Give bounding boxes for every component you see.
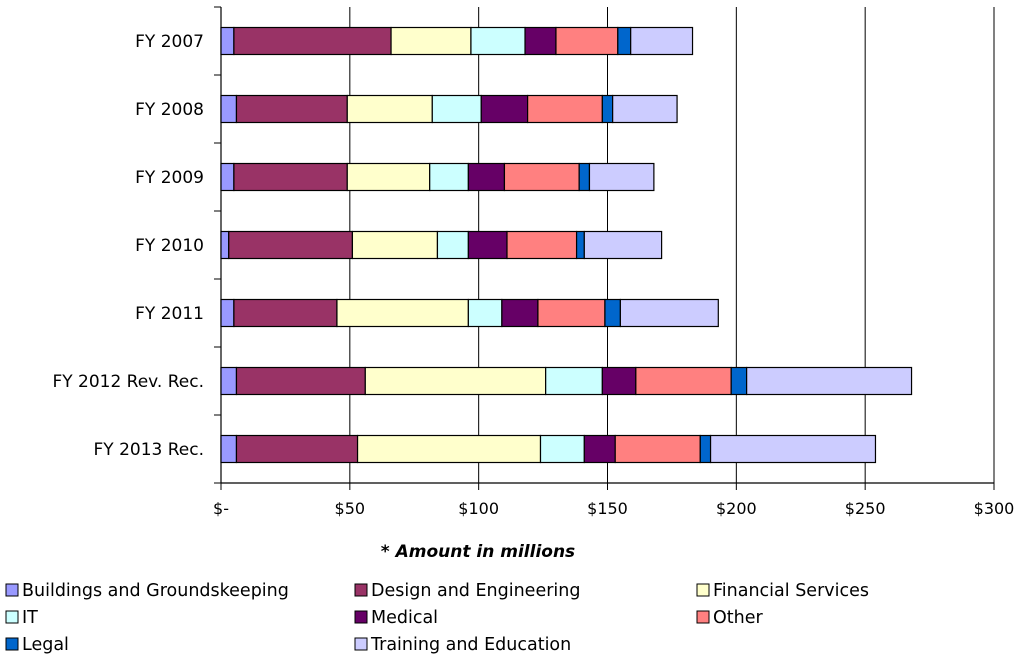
category-label: FY 2007	[135, 32, 204, 52]
bar-segment	[431, 94, 482, 124]
bar-segment	[588, 162, 655, 192]
bar-segment	[346, 162, 431, 192]
bar-segment	[220, 366, 238, 396]
legend-swatch	[696, 610, 710, 624]
bar-segment	[346, 94, 433, 124]
bar-segment	[467, 230, 508, 260]
bar-segment	[503, 162, 580, 192]
x-tick-label: $100	[458, 499, 499, 518]
x-tick-label: $-	[213, 499, 229, 518]
category-label: FY 2009	[135, 168, 204, 188]
category-labels: FY 2007 FY 2008 FY 2009 FY 2010 FY 2011 FY 20…	[52, 32, 204, 460]
bar-segment	[351, 230, 439, 260]
bar-segment	[578, 162, 591, 192]
bar-segment	[614, 434, 701, 464]
legend-label: Design and Engineering	[371, 581, 580, 601]
bar-segment	[527, 94, 603, 124]
category-label: FY 2013 Rec.	[94, 440, 205, 460]
category-label: FY 2012 Rev. Rec.	[52, 372, 204, 392]
legend-label: Legal	[22, 635, 69, 655]
bar-segment	[539, 434, 585, 464]
bar-segment	[235, 94, 348, 124]
x-tick-labels: $- $50 $100 $150 $200 $250 $300	[213, 499, 1014, 518]
bar-segment	[619, 298, 719, 328]
bar-segment	[436, 230, 469, 260]
bar-segment	[555, 26, 619, 56]
legend-label: Other	[713, 608, 763, 628]
bar-segment	[467, 298, 503, 328]
x-tick-label: $150	[587, 499, 628, 518]
bar-segment	[545, 366, 603, 396]
bar-segment	[575, 230, 585, 260]
x-tick-label: $200	[716, 499, 757, 518]
bar-segment	[501, 298, 539, 328]
bar-segment	[524, 26, 557, 56]
bar-segment	[336, 298, 469, 328]
bar-segment	[470, 26, 526, 56]
category-label: FY 2011	[135, 304, 204, 324]
bar-segment	[699, 434, 712, 464]
axis-note: * Amount in millions	[381, 542, 575, 562]
bar-segment	[364, 366, 547, 396]
bar-segment	[233, 26, 392, 56]
bar-segment	[480, 94, 529, 124]
legend-label: Medical	[371, 608, 438, 628]
category-label: FY 2010	[135, 236, 204, 256]
bar-segment	[617, 26, 632, 56]
x-tick-label: $250	[845, 499, 886, 518]
legend-swatch	[5, 583, 19, 597]
x-tick-label: $300	[974, 499, 1015, 518]
bar-segment	[235, 434, 359, 464]
bar-segment	[228, 230, 354, 260]
bar-segment	[583, 434, 616, 464]
legend-swatch	[5, 610, 19, 624]
bars	[220, 26, 913, 464]
x-tick-label: $50	[335, 499, 366, 518]
bar-segment	[630, 26, 694, 56]
bar-segment	[601, 94, 614, 124]
legend-swatch	[354, 637, 368, 651]
bar-segment	[220, 162, 235, 192]
bar-segment	[506, 230, 578, 260]
legend-label: Financial Services	[713, 581, 869, 601]
bar-segment	[537, 298, 606, 328]
bar-segment	[233, 298, 338, 328]
bar-segment	[429, 162, 469, 192]
bar-segment	[356, 434, 542, 464]
bar-segment	[220, 94, 238, 124]
bar-segment	[233, 162, 348, 192]
legend-label: Buildings and Groundskeeping	[22, 581, 289, 601]
bar-segment	[220, 434, 238, 464]
bar-segment	[612, 94, 678, 124]
bar-segment	[220, 230, 230, 260]
bar-segment	[220, 298, 235, 328]
bar-segment	[730, 366, 748, 396]
bar-segment	[604, 298, 621, 328]
legend: Buildings and Groundskeeping Design and E…	[5, 581, 869, 655]
bar-segment	[746, 366, 913, 396]
category-label: FY 2008	[135, 100, 204, 120]
legend-swatch	[5, 637, 19, 651]
bar-segment	[467, 162, 506, 192]
legend-swatch	[354, 583, 368, 597]
legend-swatch	[696, 583, 710, 597]
bar-segment	[220, 26, 235, 56]
legend-swatch	[354, 610, 368, 624]
legend-label: IT	[22, 608, 38, 628]
bar-segment	[583, 230, 663, 260]
bar-segment	[390, 26, 472, 56]
bar-segment	[635, 366, 732, 396]
bar-segment	[235, 366, 366, 396]
legend-label: Training and Education	[370, 635, 571, 655]
bar-segment	[601, 366, 637, 396]
bar-segment	[709, 434, 877, 464]
